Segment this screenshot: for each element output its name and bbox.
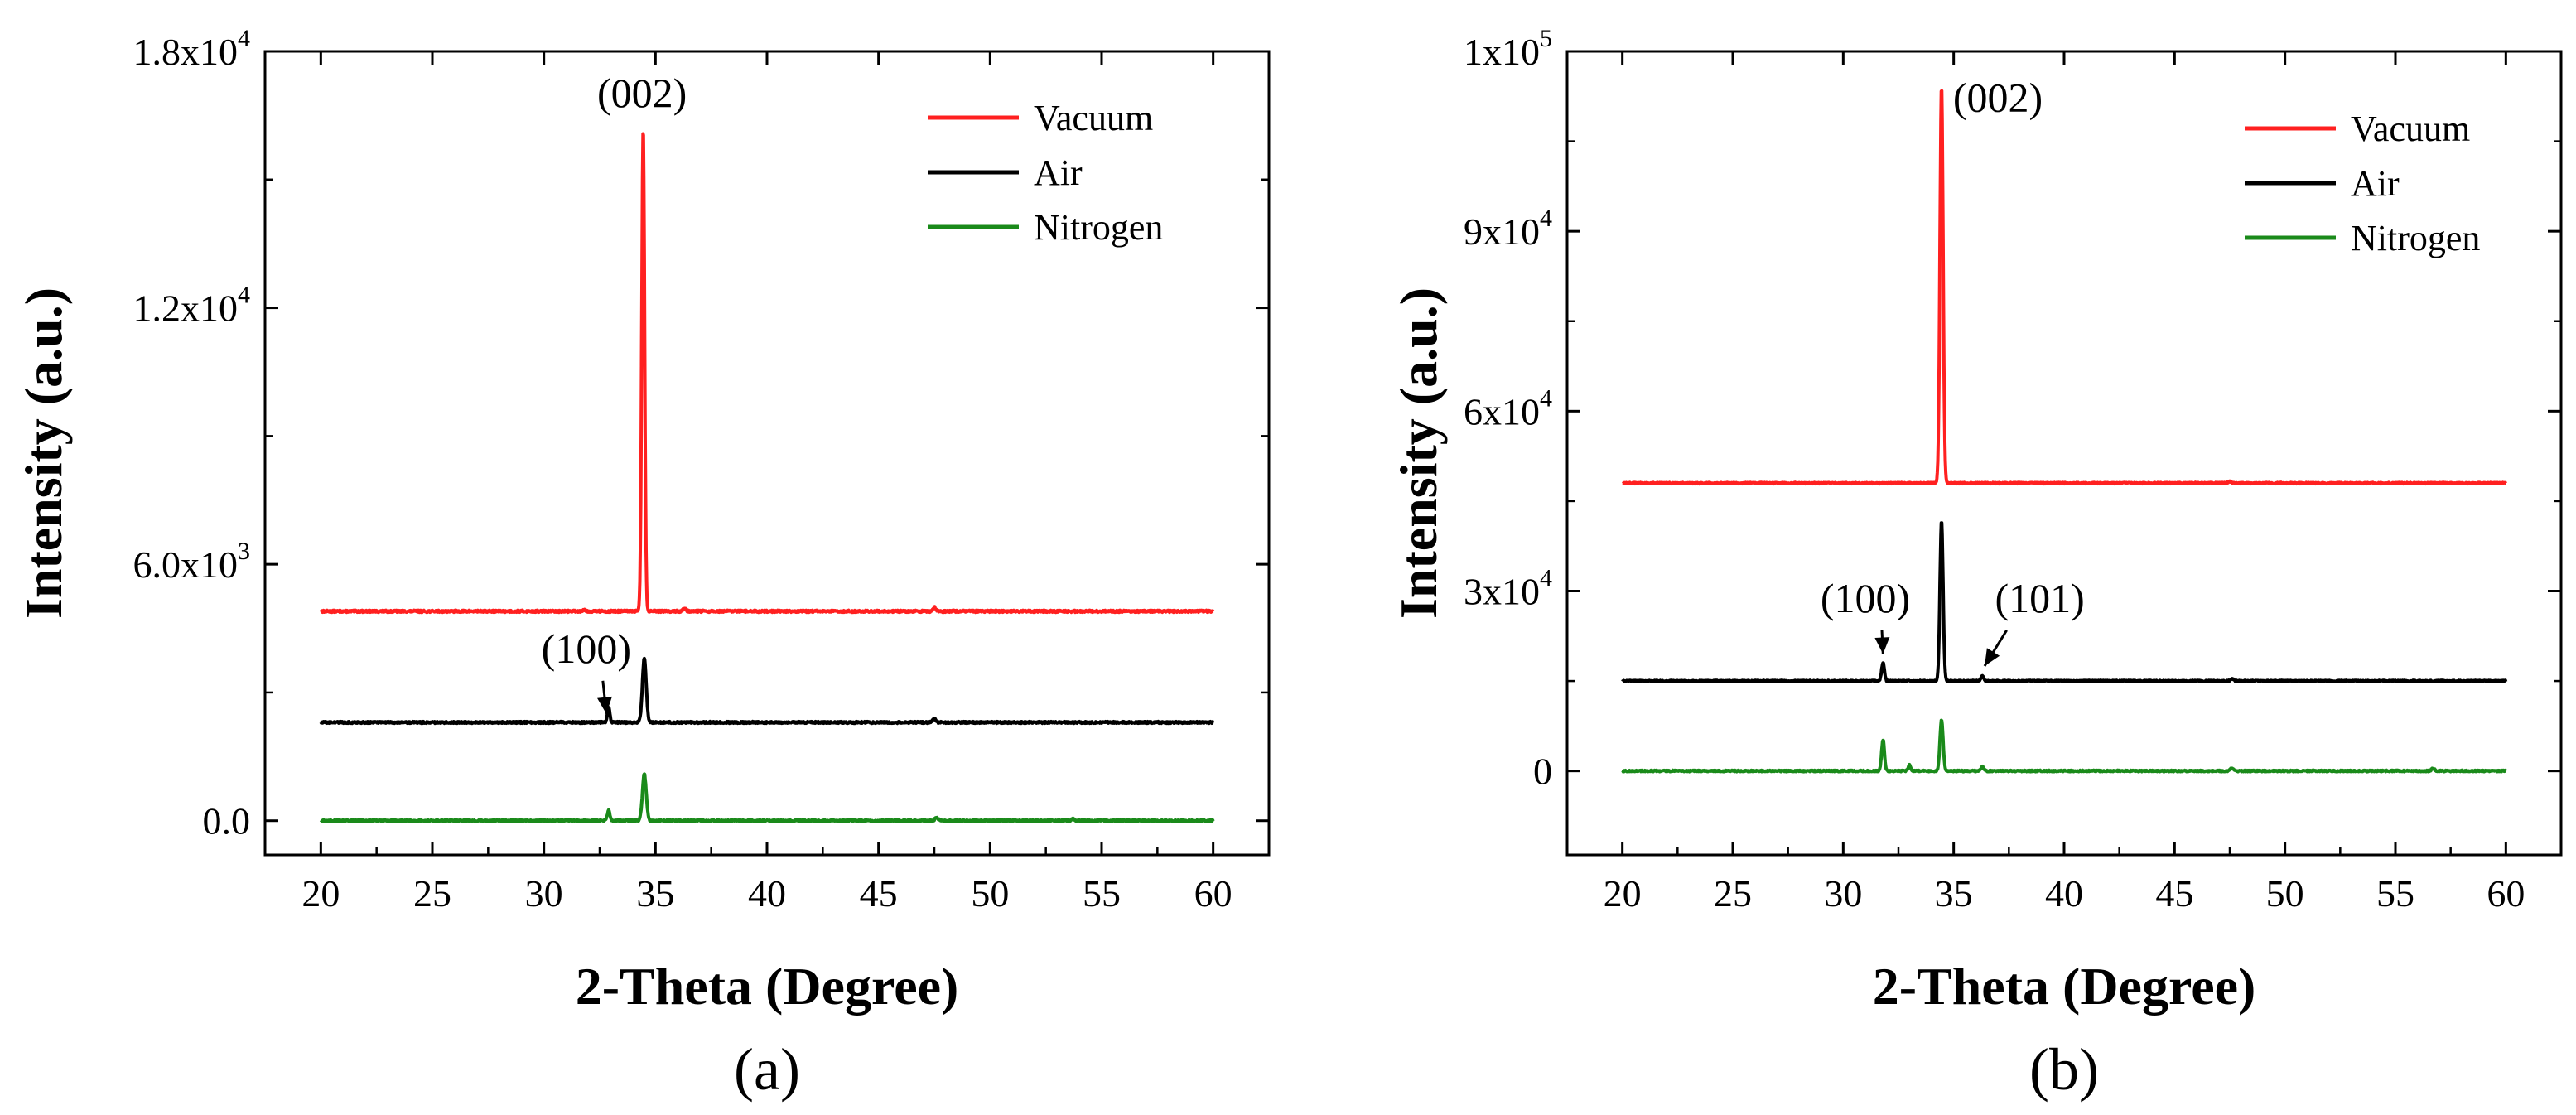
y-tick-label: 3x104 bbox=[1464, 564, 1552, 612]
legend-label-vacuum: Vacuum bbox=[1034, 98, 1153, 138]
y-tick-mantissa: 1.8x10 bbox=[133, 31, 239, 73]
peak-annotation: (002) bbox=[1953, 74, 2043, 120]
y-tick-mantissa: 6x10 bbox=[1464, 390, 1540, 432]
y-tick-exponent: 4 bbox=[238, 282, 250, 309]
x-tick-label: 55 bbox=[1083, 872, 1121, 915]
panel-label: (a) bbox=[734, 1036, 800, 1103]
y-tick-mantissa: 6.0x10 bbox=[133, 543, 239, 586]
series-line-vacuum bbox=[319, 132, 1215, 615]
x-tick-label: 50 bbox=[2266, 872, 2304, 915]
x-tick-label: 60 bbox=[2487, 872, 2525, 915]
y-tick-mantissa: 9x10 bbox=[1464, 210, 1540, 253]
legend-label-nitrogen: Nitrogen bbox=[2351, 218, 2480, 258]
x-tick-label: 35 bbox=[1935, 872, 1973, 915]
y-tick-mantissa: 3x10 bbox=[1464, 570, 1540, 612]
series-line-nitrogen bbox=[1621, 718, 2508, 774]
peak-annotation: (100) bbox=[1821, 575, 1910, 621]
plot-frame bbox=[263, 50, 1271, 857]
x-tick-label: 45 bbox=[860, 872, 898, 915]
y-tick-exponent: 4 bbox=[238, 25, 250, 52]
y-tick-mantissa: 1x10 bbox=[1464, 31, 1540, 73]
series-line-air bbox=[1621, 521, 2508, 683]
x-tick-label: 50 bbox=[971, 872, 1009, 915]
x-tick-label: 60 bbox=[1194, 872, 1233, 915]
legend-label-air: Air bbox=[1034, 152, 1083, 193]
y-tick-label: 6x104 bbox=[1464, 384, 1552, 432]
legend-label-air: Air bbox=[2351, 163, 2400, 204]
x-tick-label: 35 bbox=[636, 872, 674, 915]
y-tick-exponent: 3 bbox=[238, 538, 250, 565]
y-tick-exponent: 5 bbox=[1540, 25, 1552, 52]
series-line-nitrogen bbox=[319, 772, 1215, 823]
x-tick-label: 20 bbox=[301, 872, 340, 915]
x-tick-label: 25 bbox=[413, 872, 451, 915]
peak-annotation: (100) bbox=[542, 625, 631, 672]
series-line-vacuum bbox=[1621, 89, 2507, 486]
x-tick-label: 40 bbox=[2045, 872, 2083, 915]
panel-label: (b) bbox=[2029, 1036, 2099, 1103]
x-tick-label: 25 bbox=[1714, 872, 1752, 915]
y-tick-mantissa: 0.0 bbox=[203, 800, 251, 842]
x-axis-title: 2-Theta (Degree) bbox=[1873, 957, 2256, 1016]
x-tick-label: 30 bbox=[525, 872, 563, 915]
x-tick-label: 20 bbox=[1604, 872, 1642, 915]
y-tick-label: 6.0x103 bbox=[133, 538, 251, 586]
y-tick-label: 1.8x104 bbox=[133, 25, 251, 73]
x-tick-label: 45 bbox=[2155, 872, 2193, 915]
x-axis-title: 2-Theta (Degree) bbox=[576, 957, 959, 1016]
x-tick-label: 55 bbox=[2376, 872, 2414, 915]
legend-label-nitrogen: Nitrogen bbox=[1034, 207, 1163, 248]
y-tick-label: 0.0 bbox=[203, 800, 251, 842]
annotation-arrow-head bbox=[1874, 637, 1890, 654]
annotation-arrow-head bbox=[597, 696, 612, 714]
y-tick-label: 1.2x104 bbox=[133, 282, 251, 330]
y-tick-mantissa: 1.2x10 bbox=[133, 287, 239, 330]
y-tick-label: 1x105 bbox=[1464, 25, 1552, 73]
y-tick-label: 0 bbox=[1533, 751, 1552, 793]
y-axis-title: Intensity (a.u.) bbox=[1389, 287, 1448, 619]
y-tick-exponent: 4 bbox=[1540, 205, 1552, 232]
y-tick-mantissa: 0 bbox=[1533, 751, 1552, 793]
y-tick-exponent: 4 bbox=[1540, 384, 1552, 412]
legend-label-vacuum: Vacuum bbox=[2351, 109, 2470, 149]
chart-panel-a: 20 25 30 35 40 45 50 55 600.06.0x1031.2x1041.8x1… bbox=[14, 25, 1271, 1103]
plot-frame bbox=[1565, 50, 2563, 857]
x-tick-label: 40 bbox=[748, 872, 786, 915]
peak-annotation: (101) bbox=[1995, 575, 2085, 621]
y-tick-exponent: 4 bbox=[1540, 564, 1552, 591]
peak-annotation: (002) bbox=[597, 70, 687, 116]
chart-panel-b: 20 25 30 35 40 45 50 55 6003x1046x1049x1041x1052… bbox=[1389, 25, 2563, 1103]
x-tick-label: 30 bbox=[1824, 872, 1862, 915]
y-axis-title: Intensity (a.u.) bbox=[14, 287, 73, 619]
series-line-air bbox=[319, 656, 1215, 726]
y-tick-label: 9x104 bbox=[1464, 205, 1552, 253]
annotation-arrow-head bbox=[1985, 648, 2000, 666]
